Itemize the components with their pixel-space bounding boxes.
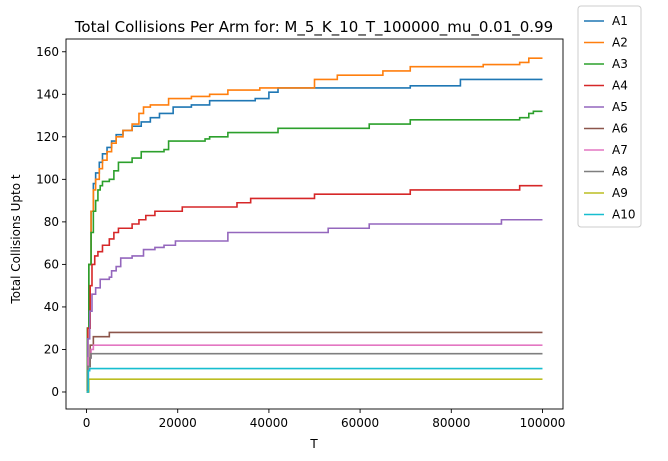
x-tick-label: 100000 [520, 416, 566, 430]
legend-label: A8 [612, 165, 628, 179]
y-tick-label: 100 [36, 172, 59, 186]
plot-frame [65, 38, 564, 410]
x-tick-label: 60000 [341, 416, 379, 430]
y-tick-label: 0 [51, 385, 59, 399]
legend-label: A10 [612, 208, 635, 222]
legend-label: A6 [612, 122, 628, 136]
series-line-a8 [86, 352, 543, 393]
chart-title: Total Collisions Per Arm for: M_5_K_10_T… [74, 18, 553, 37]
y-tick-label: 40 [44, 300, 59, 314]
x-tick-label: 40000 [250, 416, 288, 430]
legend-label: A9 [612, 186, 628, 200]
legend-box [577, 5, 642, 228]
legend-label: A4 [612, 79, 628, 93]
legend: A1 A2 A3 A4 A5 A6 A7 A8 A9 A10 [577, 5, 642, 228]
series-line-a9 [86, 378, 543, 393]
series-line-a3 [86, 110, 543, 393]
legend-label: A2 [612, 36, 628, 50]
series-line-a2 [86, 57, 543, 393]
legend-label: A1 [612, 14, 628, 28]
y-tick-label: 80 [44, 215, 59, 229]
x-axis-ticks: 0 20000 40000 60000 80000 100000 [83, 409, 566, 430]
x-tick-label: 80000 [432, 416, 470, 430]
y-tick-label: 120 [36, 130, 59, 144]
y-tick-label: 140 [36, 87, 59, 101]
series-line-a5 [86, 218, 543, 393]
y-axis-title: Total Collisions Upto t [9, 174, 23, 304]
legend-label: A5 [612, 100, 628, 114]
series-layer [86, 57, 543, 393]
y-tick-label: 20 [44, 342, 59, 356]
legend-label: A7 [612, 143, 628, 157]
x-tick-label: 20000 [159, 416, 197, 430]
y-tick-label: 60 [44, 257, 59, 271]
legend-label: A3 [612, 57, 628, 71]
series-line-a4 [86, 184, 543, 393]
y-tick-label: 160 [36, 45, 59, 59]
x-axis-title: T [309, 437, 318, 451]
series-line-a10 [86, 367, 543, 393]
x-tick-label: 0 [83, 416, 91, 430]
y-axis-ticks: 0 20 40 60 80 100 120 140 160 [36, 45, 66, 399]
series-line-a6 [86, 331, 543, 393]
